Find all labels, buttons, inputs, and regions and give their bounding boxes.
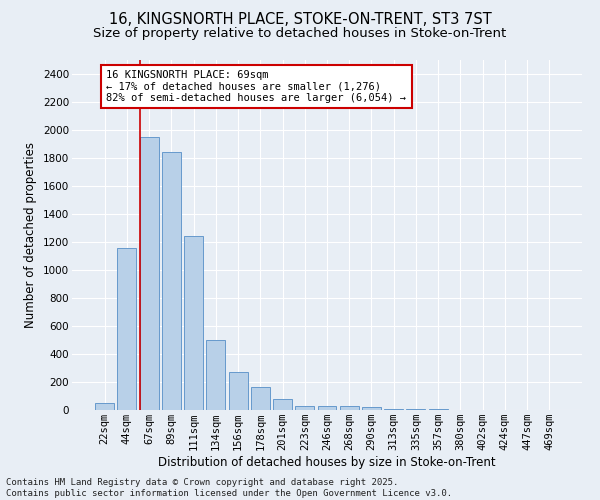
Bar [362, 407, 381, 410]
Bar [140, 137, 158, 410]
X-axis label: Distribution of detached houses by size in Stoke-on-Trent: Distribution of detached houses by size … [158, 456, 496, 469]
Y-axis label: Number of detached properties: Number of detached properties [25, 142, 37, 328]
Bar [118, 248, 136, 410]
Bar [206, 340, 225, 410]
Bar [384, 408, 403, 410]
Bar [273, 399, 292, 410]
Text: Size of property relative to detached houses in Stoke-on-Trent: Size of property relative to detached ho… [94, 28, 506, 40]
Bar [340, 406, 359, 410]
Bar [162, 152, 181, 410]
Bar [295, 406, 314, 410]
Bar [317, 406, 337, 410]
Bar [95, 403, 114, 410]
Text: 16 KINGSNORTH PLACE: 69sqm
← 17% of detached houses are smaller (1,276)
82% of s: 16 KINGSNORTH PLACE: 69sqm ← 17% of deta… [106, 70, 406, 103]
Bar [251, 387, 270, 410]
Bar [184, 236, 203, 410]
Text: Contains HM Land Registry data © Crown copyright and database right 2025.
Contai: Contains HM Land Registry data © Crown c… [6, 478, 452, 498]
Text: 16, KINGSNORTH PLACE, STOKE-ON-TRENT, ST3 7ST: 16, KINGSNORTH PLACE, STOKE-ON-TRENT, ST… [109, 12, 491, 28]
Bar [229, 372, 248, 410]
